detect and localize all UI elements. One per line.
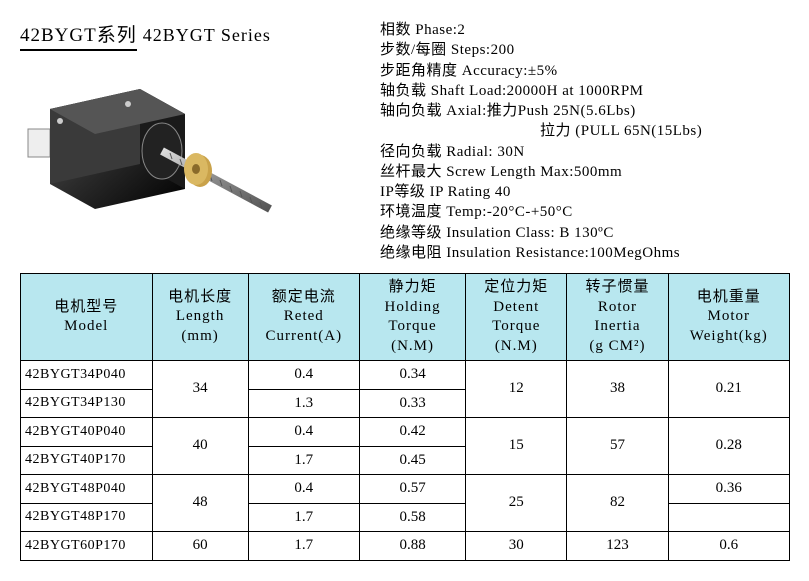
table-cell: 42BYGT34P130 [21,389,153,418]
table-cell: 0.6 [668,532,789,561]
spec-line: 步数/每圈 Steps:200 [380,40,789,60]
table-header: 静力矩HoldingTorque(N.M) [359,274,465,361]
table-header: 电机长度Length(mm) [152,274,248,361]
table-cell: 0.4 [248,361,359,390]
table-cell: 0.58 [359,503,465,532]
table-cell: 38 [567,361,668,418]
table-cell: 42BYGT48P170 [21,503,153,532]
spec-line: IP等级 IP Rating 40 [380,182,789,202]
spec-line: 相数 Phase:2 [380,20,789,40]
table-header: 电机重量MotorWeight(kg) [668,274,789,361]
table-cell: 0.21 [668,361,789,418]
spec-line: 环境温度 Temp:-20°C-+50°C [380,202,789,222]
table-cell: 1.7 [248,532,359,561]
table-cell: 30 [466,532,567,561]
spec-line: 拉力 (PULL 65N(15Lbs) [540,121,789,141]
table-cell: 0.34 [359,361,465,390]
table-cell: 0.4 [248,475,359,504]
table-cell: 42BYGT60P170 [21,532,153,561]
motor-image [20,69,280,229]
series-title-en: 42BYGT Series [143,25,271,45]
table-cell: 48 [152,475,248,532]
table-cell: 42BYGT40P040 [21,418,153,447]
table-row: 42BYGT48P040480.40.5725820.36 [21,475,790,504]
table-cell: 34 [152,361,248,418]
table-cell: 57 [567,418,668,475]
table-row: 42BYGT48P170 1.70.58 [21,503,790,532]
table-row: 42BYGT60P170601.70.88301230.6 [21,532,790,561]
table-cell: 60 [152,532,248,561]
spec-line: 轴向负载 Axial:推力Push 25N(5.6Lbs) [380,101,789,121]
spec-line: 步距角精度 Accuracy:±5% [380,61,789,81]
table-header: 定位力矩DetentTorque(N.M) [466,274,567,361]
spec-line: 绝缘等级 Insulation Class: B 130ºC [380,223,789,243]
spec-line: 绝缘电阻 Insulation Resistance:100MegOhms [380,243,789,263]
table-cell: 15 [466,418,567,475]
spec-line: 轴负载 Shaft Load:20000H at 1000RPM [380,81,789,101]
table-cell: 0.36 [668,475,789,504]
series-title-cn: 42BYGT系列 [20,20,137,51]
table-header: 转子惯量RotorInertia(g CM²) [567,274,668,361]
table-cell: 0.57 [359,475,465,504]
table-header: 额定电流RetedCurrent(A) [248,274,359,361]
table-cell: 82 [567,475,668,532]
table-cell: 0.42 [359,418,465,447]
spec-table: 电机型号Model电机长度Length(mm)额定电流RetedCurrent(… [20,273,790,561]
spec-list: 相数 Phase:2步数/每圈 Steps:200步距角精度 Accuracy:… [380,20,789,263]
table-cell: 1.7 [248,503,359,532]
table-cell: 1.3 [248,389,359,418]
table-cell: 25 [466,475,567,532]
table-cell: 0.28 [668,418,789,475]
table-cell: 0.45 [359,446,465,475]
table-cell: 42BYGT48P040 [21,475,153,504]
table-cell: 42BYGT40P170 [21,446,153,475]
table-cell: 1.7 [248,446,359,475]
spec-line: 径向负载 Radial: 30N [380,142,789,162]
table-cell: 40 [152,418,248,475]
table-cell: 0.88 [359,532,465,561]
table-cell: 0.4 [248,418,359,447]
table-cell: 0.33 [359,389,465,418]
table-row: 42BYGT34P040340.40.3412380.21 [21,361,790,390]
table-header: 电机型号Model [21,274,153,361]
table-cell [668,503,789,532]
table-row: 42BYGT40P040400.40.4215570.28 [21,418,790,447]
spec-line: 丝杆最大 Screw Length Max:500mm [380,162,789,182]
table-cell: 42BYGT34P040 [21,361,153,390]
table-cell: 12 [466,361,567,418]
table-cell: 123 [567,532,668,561]
